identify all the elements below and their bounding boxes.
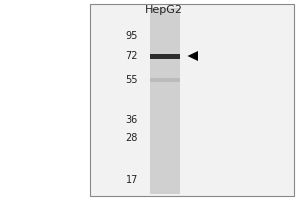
Text: HepG2: HepG2 (145, 5, 182, 15)
Text: 28: 28 (126, 133, 138, 143)
Text: 17: 17 (126, 175, 138, 185)
FancyBboxPatch shape (150, 53, 180, 58)
FancyBboxPatch shape (150, 8, 180, 194)
FancyBboxPatch shape (150, 78, 180, 82)
Text: 72: 72 (125, 51, 138, 61)
Polygon shape (188, 51, 198, 61)
Text: 55: 55 (125, 75, 138, 85)
Text: 36: 36 (126, 115, 138, 125)
FancyBboxPatch shape (90, 4, 294, 196)
Text: 95: 95 (126, 31, 138, 41)
